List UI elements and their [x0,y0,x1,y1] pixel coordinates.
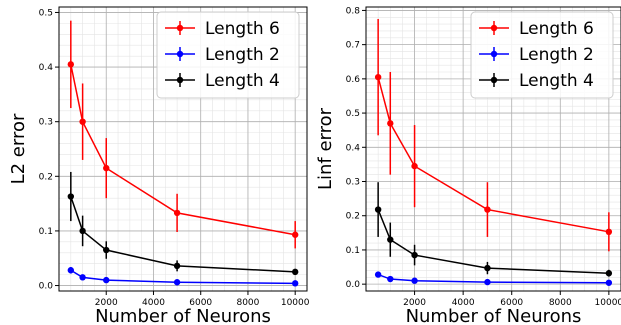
data-point [67,61,75,68]
x-tick-label: 10000 [595,298,621,308]
data-point [67,193,75,200]
chart-panel-2: 2000 4000 6000 8000 10000 0.0 0.1 0.2 0.3 0.4 0.5 0… [315,6,621,325]
chart-panel-1: 2000 4000 6000 8000 10000 0.0 0.1 0.2 0.3 0.4 0.5 N… [8,6,310,325]
y-tick-label: 0.0 [39,282,54,292]
data-point [291,280,299,287]
y-tick-label: 0.3 [346,178,360,188]
legend-marker [176,50,184,58]
legend-label: Length 4 [205,71,280,91]
data-point [79,274,86,281]
data-point [173,262,181,270]
x-tick-label: 8000 [236,298,259,308]
legend-box [470,11,614,99]
data-point [387,120,394,127]
legend-label: Length 6 [205,19,280,39]
y-axis-label: L2 error [8,113,29,184]
y-tick-label: 0.1 [39,227,53,237]
data-point [484,278,491,286]
series-length-6 [374,18,613,252]
legend-label: Length 4 [519,71,594,91]
data-point [411,162,418,170]
legend-item: Length 2 [165,45,280,65]
y-tick-label: 0.8 [346,6,361,16]
x-tick-label: 2000 [403,298,426,308]
legend-label: Length 6 [519,19,594,39]
data-point [411,277,418,284]
legend-item: Length 2 [479,45,594,65]
y-tick-label: 0.2 [39,172,53,182]
series-length-2 [374,271,613,286]
legend: Length 6 Length 2 Length 4 [470,11,614,99]
data-point [605,228,613,236]
legend-marker [176,76,184,84]
series-length-6 [67,20,299,249]
legend-label: Length 2 [205,45,280,65]
data-point [291,268,299,276]
legend-item: Length 4 [479,71,594,91]
data-point [374,271,382,278]
x-tick-label: 6000 [189,298,212,308]
y-tick-label: 0.2 [346,212,360,222]
x-tick-label: 4000 [142,298,165,308]
legend-label: Length 2 [519,45,594,65]
legend-item: Length 6 [479,19,594,39]
x-tick-label: 10000 [281,298,310,308]
data-point [79,118,86,125]
y-tick-label: 0.5 [39,8,53,18]
data-point [374,73,382,81]
y-axis-label: Linf error [315,107,336,190]
x-tick-label: 8000 [549,298,572,308]
data-point [67,267,75,274]
data-point [387,275,394,283]
y-tick-label: 0.0 [346,280,361,290]
legend-marker [490,24,498,32]
data-point [79,227,86,235]
legend-item: Length 4 [165,71,280,91]
x-tick-label: 4000 [452,298,475,308]
x-tick-label: 6000 [500,298,523,308]
y-tick-label: 0.4 [39,63,54,73]
data-point [411,251,418,259]
series-length-4 [374,182,613,277]
data-point [484,206,491,213]
data-point [173,279,181,286]
series-length-2 [67,266,299,287]
legend: Length 6 Length 2 Length 4 [156,11,300,99]
legend-item: Length 6 [165,19,280,39]
y-tick-label: 0.6 [346,75,361,85]
series-length-4 [67,171,299,276]
data-point [387,236,394,243]
legend-marker [490,76,498,84]
y-tick-label: 0.4 [346,143,361,153]
y-tick-label: 0.5 [346,109,360,119]
data-point [291,231,299,238]
data-point [605,279,613,286]
x-tick-label: 2000 [95,298,118,308]
plot-frame [58,6,308,292]
legend-marker [176,24,184,32]
legend-box [156,11,300,99]
y-tick-label: 0.7 [346,41,360,51]
y-tick-label: 0.3 [39,118,53,128]
series-line [70,196,296,273]
data-point [103,246,110,254]
data-point [605,270,613,277]
data-point [484,264,491,272]
data-point [103,164,110,172]
y-tick-label: 0.1 [346,246,360,256]
data-point [374,206,382,213]
data-point [103,276,110,284]
data-point [173,209,181,217]
x-axis-label: Number of Neurons [95,306,271,325]
plot-frame [365,6,621,292]
x-axis-label: Number of Neurons [406,306,582,325]
legend-marker [490,50,498,58]
